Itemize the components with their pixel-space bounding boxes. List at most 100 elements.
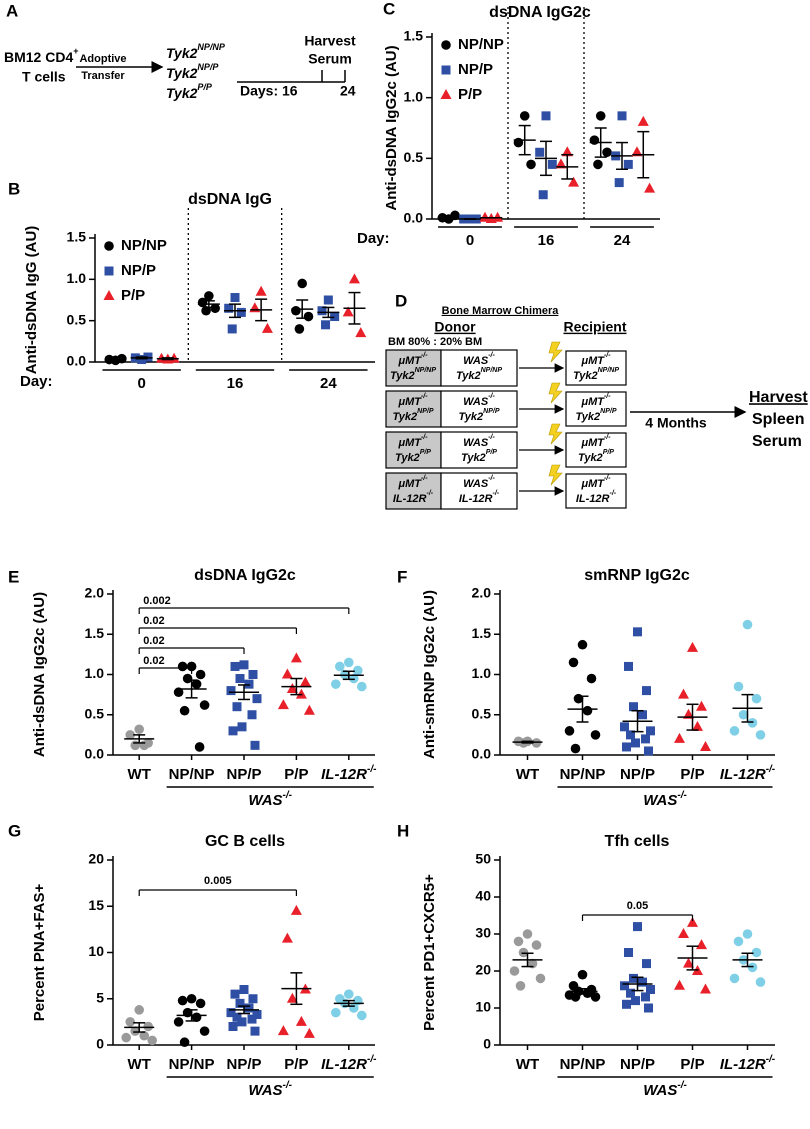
data-point	[103, 290, 115, 300]
genotype: Tyk2P/P	[166, 82, 213, 100]
y-tick-label: 5	[96, 989, 104, 1005]
recipient-box	[565, 432, 627, 468]
data-point	[492, 211, 504, 222]
data-point	[586, 673, 597, 684]
data-point	[696, 700, 707, 711]
text-base: IL-12R	[321, 1056, 367, 1073]
data-point	[638, 710, 647, 720]
y-tick-label: 15	[88, 897, 104, 913]
days-label: 24	[340, 83, 356, 99]
donor-genotype: Tyk2P/P	[395, 449, 431, 464]
data-point	[247, 710, 257, 720]
data-point	[139, 1030, 149, 1041]
data-point	[595, 111, 606, 121]
text-sup: -/-	[367, 764, 377, 775]
text-sup: NP/NP	[197, 42, 226, 52]
text-base: IL-12R	[720, 766, 766, 783]
data-point	[226, 1008, 236, 1018]
donor-genotype: Tyk2NP/NP	[456, 367, 502, 382]
text-base: WAS	[463, 437, 489, 449]
panel-label: C	[383, 0, 395, 18]
data-point	[237, 1017, 247, 1027]
data-point	[633, 627, 642, 637]
data-point	[252, 694, 262, 704]
y-tick-label: 0.5	[67, 311, 87, 327]
text-base: Tyk2	[392, 411, 417, 423]
x-tick-label: P/P	[284, 766, 308, 783]
data-point	[321, 320, 331, 330]
donor-genotype: WAS-/-	[463, 352, 495, 367]
data-point	[340, 669, 350, 680]
x-tick-label: NP/NP	[169, 766, 215, 783]
data-point	[191, 679, 202, 689]
data-point	[230, 661, 240, 671]
text-sup: +	[73, 46, 78, 56]
x-tick-label: IL-12R-/-	[720, 1054, 776, 1073]
donor-box-right	[440, 431, 518, 469]
data-point	[173, 687, 184, 698]
panel-label: B	[8, 179, 20, 198]
donor-genotype: Tyk2NP/NP	[390, 367, 436, 382]
data-point	[751, 693, 762, 704]
data-point	[235, 674, 245, 684]
data-point	[642, 686, 651, 696]
y-tick-label: 0.0	[404, 210, 424, 226]
irradiation-icon	[548, 341, 563, 363]
x-tick-label: NP/P	[620, 766, 655, 783]
data-point	[522, 929, 533, 939]
data-point	[683, 957, 694, 968]
text-base: μMT	[397, 355, 422, 367]
data-point	[199, 700, 210, 710]
data-point	[210, 303, 220, 314]
recipient-label: Recipient	[563, 319, 626, 335]
data-point	[700, 740, 711, 751]
data-point	[182, 673, 193, 684]
data-point	[509, 966, 520, 976]
data-point	[747, 718, 758, 728]
data-point	[644, 1003, 653, 1013]
data-point	[541, 111, 551, 121]
data-point	[678, 928, 689, 938]
y-tick-label: 50	[475, 851, 491, 867]
y-tick-label: 1.0	[85, 665, 105, 681]
chart-title: dsDNA IgG	[188, 191, 272, 208]
y-tick-label: 0.5	[404, 149, 424, 165]
text-base: Tyk2	[461, 452, 486, 464]
data-point	[331, 1007, 341, 1018]
donor-genotype: μMT-/-	[397, 434, 428, 449]
donor-box-left	[385, 431, 442, 469]
data-point	[344, 989, 354, 999]
data-point	[631, 738, 640, 748]
data-point	[624, 661, 633, 671]
text-sup: -/-	[421, 434, 428, 441]
panel-label: A	[6, 1, 18, 20]
data-point	[255, 285, 267, 296]
harvest-label: Serum	[308, 51, 352, 67]
text-sup: P/P	[197, 82, 213, 92]
text-base: IL-12R	[393, 493, 427, 505]
chart-title: dsDNA IgG2c	[194, 567, 296, 584]
data-point	[755, 977, 766, 987]
data-point	[674, 732, 685, 743]
y-axis-label: Percent PD1+CXCR5+	[421, 874, 438, 1031]
y-axis-label: Anti-dsDNA IgG2c (AU)	[31, 592, 48, 757]
donor-genotype: μMT-/-	[397, 352, 428, 367]
text-base: μMT	[580, 355, 605, 367]
data-point	[295, 1015, 307, 1026]
text-sup: -/-	[488, 393, 495, 400]
panel-label: F	[397, 567, 407, 586]
y-tick-label: 10	[88, 943, 104, 959]
text-sup: -/-	[604, 393, 611, 400]
data-point	[577, 969, 588, 980]
days-label: Days: 16	[240, 83, 298, 99]
data-point	[577, 639, 588, 650]
data-point	[515, 981, 526, 991]
y-tick-label: 10	[475, 999, 491, 1015]
data-point	[281, 932, 293, 943]
panel-label: E	[8, 567, 19, 586]
y-tick-label: 0.5	[85, 705, 105, 721]
y-tick-label: 2.0	[472, 585, 492, 601]
data-point	[531, 940, 542, 950]
text-base: WAS	[463, 478, 489, 490]
text-sup: -/-	[766, 1054, 776, 1065]
